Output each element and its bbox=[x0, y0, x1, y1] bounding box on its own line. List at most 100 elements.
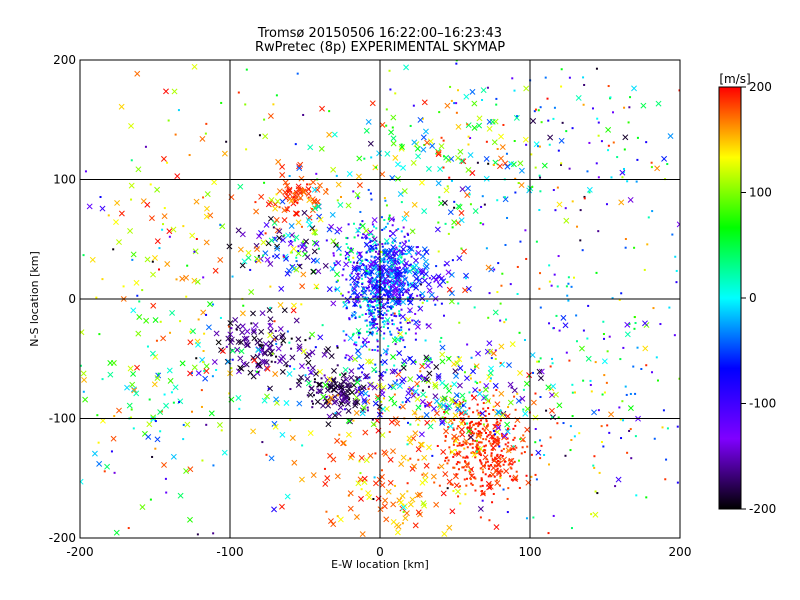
scatter-point bbox=[270, 360, 273, 363]
scatter-point-x bbox=[135, 330, 142, 337]
scatter-point-x bbox=[340, 372, 347, 379]
scatter-point-x bbox=[496, 409, 503, 416]
scatter-point bbox=[347, 291, 350, 294]
scatter-point-x bbox=[356, 155, 363, 162]
scatter-point bbox=[469, 421, 472, 424]
scatter-point-x bbox=[280, 353, 287, 360]
scatter-point bbox=[282, 254, 285, 257]
scatter-point-x bbox=[412, 522, 419, 529]
scatter-point bbox=[409, 296, 412, 299]
scatter-point-x bbox=[344, 382, 351, 389]
scatter-point bbox=[539, 439, 542, 442]
scatter-point-x bbox=[437, 404, 444, 411]
scatter-point bbox=[493, 464, 496, 467]
scatter-point bbox=[502, 463, 505, 466]
scatter-point-x bbox=[512, 476, 519, 482]
scatter-point bbox=[336, 364, 339, 367]
scatter-point bbox=[389, 235, 392, 238]
scatter-point-x bbox=[369, 259, 376, 266]
scatter-point-x bbox=[411, 463, 418, 470]
scatter-point bbox=[479, 222, 482, 225]
scatter-point-x bbox=[179, 360, 186, 367]
scatter-point-x bbox=[518, 167, 525, 174]
scatter-point bbox=[539, 176, 542, 179]
scatter-point bbox=[462, 466, 465, 469]
scatter-point bbox=[375, 281, 378, 284]
scatter-point bbox=[416, 246, 419, 249]
scatter-point bbox=[594, 361, 597, 364]
scatter-point-x bbox=[244, 328, 251, 335]
scatter-point bbox=[618, 406, 621, 409]
scatter-point bbox=[594, 490, 597, 493]
scatter-point bbox=[367, 188, 370, 191]
scatter-point bbox=[473, 306, 476, 309]
scatter-point bbox=[509, 283, 512, 286]
scatter-point bbox=[494, 457, 497, 460]
scatter-point-x bbox=[288, 197, 295, 204]
scatter-point bbox=[493, 475, 496, 478]
scatter-point-x bbox=[412, 430, 419, 437]
scatter-point-x bbox=[133, 279, 140, 286]
scatter-point-x bbox=[317, 388, 324, 395]
scatter-point-x bbox=[455, 203, 462, 210]
scatter-point-x bbox=[520, 436, 526, 443]
scatter-point bbox=[375, 264, 378, 267]
scatter-point bbox=[652, 307, 655, 310]
scatter-point bbox=[245, 148, 248, 151]
scatter-point-x bbox=[420, 500, 427, 507]
scatter-point bbox=[408, 328, 411, 331]
scatter-point bbox=[390, 281, 393, 284]
scatter-point-x bbox=[295, 381, 302, 388]
scatter-point bbox=[273, 338, 276, 341]
scatter-point-x bbox=[107, 371, 114, 378]
scatter-point bbox=[447, 232, 450, 235]
scatter-point bbox=[372, 235, 375, 238]
scatter-point bbox=[414, 252, 417, 255]
scatter-point bbox=[351, 333, 354, 336]
scatter-point-x bbox=[487, 348, 494, 355]
scatter-point bbox=[398, 406, 401, 409]
scatter-point bbox=[512, 445, 515, 448]
scatter-point-x bbox=[238, 348, 245, 355]
scatter-point-x bbox=[322, 189, 329, 195]
scatter-point bbox=[375, 332, 378, 335]
scatter-point bbox=[403, 235, 406, 238]
scatter-point bbox=[509, 448, 512, 451]
scatter-point bbox=[571, 391, 574, 394]
scatter-point bbox=[504, 243, 507, 246]
scatter-point-x bbox=[261, 397, 268, 404]
scatter-point bbox=[547, 119, 550, 122]
scatter-point bbox=[154, 420, 157, 423]
scatter-point bbox=[314, 346, 317, 349]
scatter-point bbox=[494, 357, 497, 360]
scatter-point bbox=[352, 256, 355, 259]
scatter-point-x bbox=[464, 375, 470, 382]
scatter-point bbox=[295, 256, 298, 259]
scatter-point bbox=[369, 241, 372, 244]
scatter-point bbox=[400, 256, 403, 259]
scatter-point bbox=[568, 359, 571, 362]
scatter-point bbox=[430, 361, 433, 364]
scatter-point-x bbox=[443, 154, 450, 161]
scatter-point-x bbox=[465, 185, 471, 192]
scatter-point-x bbox=[374, 287, 381, 294]
scatter-point-x bbox=[406, 268, 413, 275]
scatter-point-x bbox=[264, 365, 271, 372]
scatter-point bbox=[274, 337, 277, 340]
scatter-point bbox=[625, 393, 628, 396]
scatter-point bbox=[293, 239, 296, 242]
scatter-point bbox=[358, 460, 361, 463]
scatter-point-x bbox=[144, 256, 151, 263]
scatter-point bbox=[418, 282, 421, 285]
scatter-point-x bbox=[522, 410, 529, 417]
scatter-point bbox=[468, 469, 471, 472]
scatter-point bbox=[383, 253, 386, 256]
scatter-point bbox=[159, 430, 162, 433]
scatter-point bbox=[328, 110, 331, 113]
scatter-point bbox=[359, 472, 362, 475]
scatter-point bbox=[555, 314, 558, 317]
scatter-point bbox=[513, 89, 516, 92]
scatter-point-x bbox=[523, 380, 530, 387]
scatter-point bbox=[478, 453, 481, 456]
scatter-point bbox=[357, 272, 360, 275]
